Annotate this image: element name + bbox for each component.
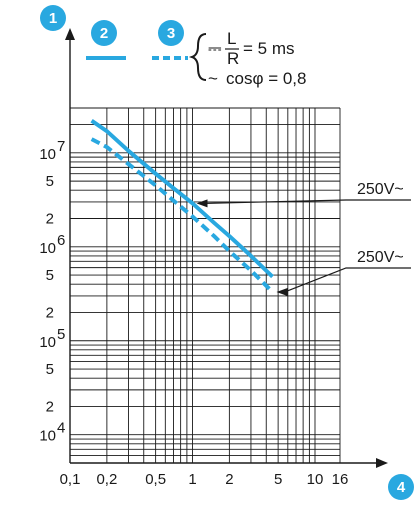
series-line-3 [90,137,274,294]
y-tick-label: 2 [46,398,54,415]
y-axis-arrow [65,28,75,40]
annotation-arrow [276,288,288,297]
horizontal-gridlines [70,107,340,464]
annotation-arrow [196,199,208,208]
annotation-leader [284,267,411,293]
y-axis-marker-label: 1 [49,10,57,27]
legend-dc-symbol: ⎓ [208,39,222,58]
legend-ac-text: cosφ = 0,8 [226,69,306,88]
y-tick-label: 10 [39,428,56,445]
legend-dc-L: L [227,29,236,48]
x-tick-label: 0,5 [145,471,166,488]
series-lines [90,119,274,294]
x-tick-label: 0,2 [96,471,117,488]
y-tick-label: 10 [39,240,56,257]
x-tick-label: 0,1 [60,471,81,488]
legend-dc-value: = 5 ms [243,39,295,58]
legend: 2 3 ⎓ L R = 5 ms ~ cosφ = 0,8 [86,20,306,88]
annotation-label: 250V~ [357,181,404,198]
y-tick-exponent: 6 [57,232,65,249]
y-tick-label: 10 [39,146,56,163]
legend-marker-dc: 2 [100,25,108,42]
legend-brace [188,33,207,81]
x-axis-arrow [376,458,388,468]
y-tick-label: 5 [46,267,54,284]
series-line-2 [90,119,274,279]
legend-marker-ac: 3 [167,25,175,42]
x-tick-label: 10 [307,471,324,488]
legend-dc-R: R [227,49,239,68]
legend-item-dc: 2 [86,20,126,60]
y-tick-exponent: 7 [57,138,65,155]
annotation-label: 250V~ [357,249,404,266]
y-tick-label: 5 [46,173,54,190]
vertical-gridlines [69,108,341,463]
annotation-leader [204,199,411,204]
x-tick-label: 2 [225,471,233,488]
y-tick-label: 2 [46,304,54,321]
y-tick-label: 10 [39,334,56,351]
y-tick-label: 2 [46,211,54,228]
y-tick-exponent: 5 [57,326,65,343]
x-tick-label: 5 [274,471,282,488]
axes [65,28,388,468]
x-tick-label: 16 [332,471,349,488]
legend-item-ac: 3 [152,20,188,60]
x-axis-marker: 4 [388,474,414,500]
y-tick-label: 5 [46,361,54,378]
legend-ac-symbol: ~ [208,69,218,88]
annotations: 250V~ 250V~ [196,181,411,297]
x-tick-label: 1 [188,471,196,488]
y-axis-marker: 1 [40,5,66,31]
y-tick-exponent: 4 [57,420,65,437]
x-axis-marker-label: 4 [397,479,406,496]
x-tick-labels: 0,1 0,2 0,5 1 2 5 10 16 [60,471,349,488]
